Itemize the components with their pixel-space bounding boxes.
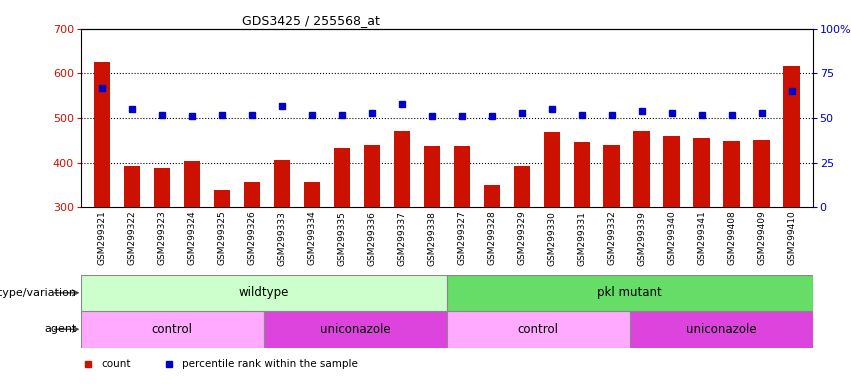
Text: percentile rank within the sample: percentile rank within the sample xyxy=(182,359,357,369)
Text: agent: agent xyxy=(44,324,77,334)
Bar xyxy=(153,168,170,207)
Bar xyxy=(633,131,650,207)
Text: uniconazole: uniconazole xyxy=(320,323,391,336)
Bar xyxy=(184,161,200,207)
Text: GSM299324: GSM299324 xyxy=(187,211,197,265)
Bar xyxy=(753,141,770,207)
Text: GSM299339: GSM299339 xyxy=(637,211,646,266)
Bar xyxy=(664,136,680,207)
Text: GSM299341: GSM299341 xyxy=(697,211,706,265)
Text: GSM299337: GSM299337 xyxy=(397,211,406,266)
Bar xyxy=(483,185,500,207)
Bar xyxy=(94,62,110,207)
Text: GSM299409: GSM299409 xyxy=(757,211,766,265)
Text: GSM299332: GSM299332 xyxy=(608,211,616,265)
Bar xyxy=(694,138,710,207)
Bar xyxy=(454,146,470,207)
Text: count: count xyxy=(101,359,131,369)
Text: GSM299410: GSM299410 xyxy=(787,211,797,265)
Bar xyxy=(544,132,560,207)
Text: GSM299340: GSM299340 xyxy=(667,211,677,265)
Text: GSM299333: GSM299333 xyxy=(277,211,286,266)
Bar xyxy=(723,141,740,207)
Bar xyxy=(630,311,813,348)
Text: GSM299323: GSM299323 xyxy=(157,211,166,265)
Text: GSM299408: GSM299408 xyxy=(728,211,736,265)
Text: genotype/variation: genotype/variation xyxy=(0,288,77,298)
Bar xyxy=(264,311,447,348)
Bar xyxy=(304,182,320,207)
Text: GSM299322: GSM299322 xyxy=(128,211,136,265)
Bar xyxy=(447,275,813,311)
Text: GSM299326: GSM299326 xyxy=(248,211,256,265)
Bar xyxy=(81,275,447,311)
Text: pkl mutant: pkl mutant xyxy=(597,286,662,299)
Text: GDS3425 / 255568_at: GDS3425 / 255568_at xyxy=(242,14,380,27)
Bar xyxy=(243,182,260,207)
Bar xyxy=(424,146,440,207)
Bar xyxy=(513,166,530,207)
Bar xyxy=(393,131,410,207)
Bar xyxy=(363,145,380,207)
Text: GSM299329: GSM299329 xyxy=(517,211,526,265)
Text: GSM299338: GSM299338 xyxy=(427,211,437,266)
Bar xyxy=(574,142,590,207)
Text: GSM299325: GSM299325 xyxy=(217,211,226,265)
Text: wildtype: wildtype xyxy=(238,286,289,299)
Text: uniconazole: uniconazole xyxy=(686,323,757,336)
Text: GSM299331: GSM299331 xyxy=(577,211,586,266)
Text: GSM299327: GSM299327 xyxy=(457,211,466,265)
Bar xyxy=(334,148,350,207)
Bar xyxy=(214,190,230,207)
Text: control: control xyxy=(151,323,193,336)
Text: GSM299334: GSM299334 xyxy=(307,211,317,265)
Text: GSM299321: GSM299321 xyxy=(97,211,106,265)
Text: GSM299336: GSM299336 xyxy=(368,211,376,266)
Bar xyxy=(447,311,630,348)
Text: GSM299330: GSM299330 xyxy=(547,211,557,266)
Bar xyxy=(784,66,800,207)
Bar xyxy=(603,145,620,207)
Text: control: control xyxy=(517,323,559,336)
Bar xyxy=(81,311,264,348)
Bar xyxy=(123,166,140,207)
Text: GSM299335: GSM299335 xyxy=(337,211,346,266)
Bar xyxy=(273,161,290,207)
Text: GSM299328: GSM299328 xyxy=(488,211,496,265)
